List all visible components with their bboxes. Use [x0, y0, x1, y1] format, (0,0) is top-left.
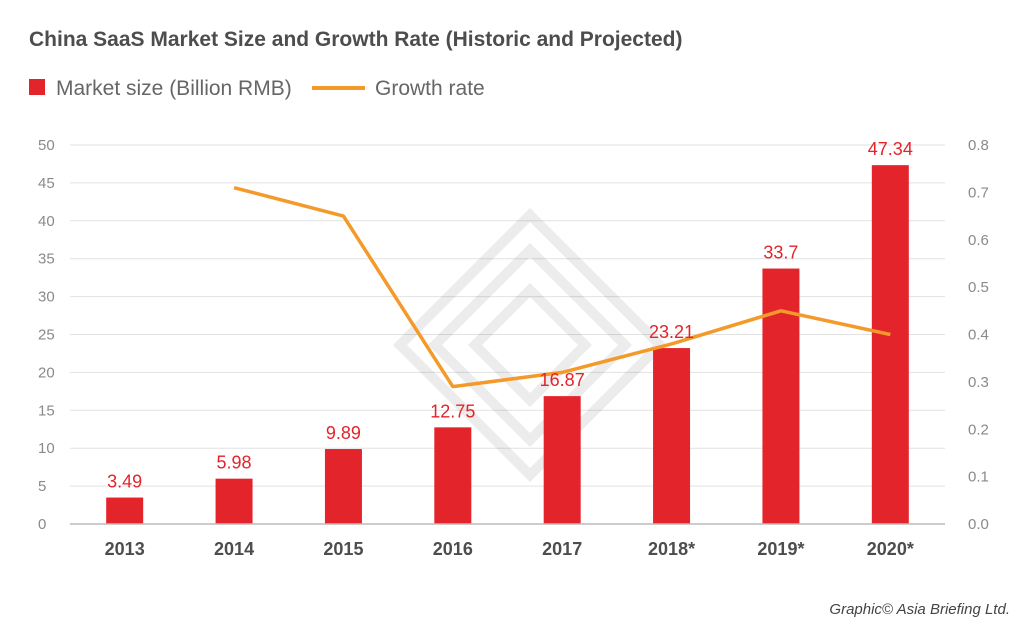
bar	[434, 427, 472, 524]
bar	[324, 449, 362, 524]
y-right-tick-label: 0.4	[968, 327, 989, 344]
x-tick-label: 2019*	[757, 539, 804, 559]
bar-data-label: 5.98	[217, 453, 252, 473]
x-tick-label: 2015	[323, 539, 363, 559]
chart-title: China SaaS Market Size and Growth Rate (…	[29, 28, 682, 51]
bar	[762, 268, 800, 524]
y-left-tick-label: 5	[38, 478, 46, 495]
y-right-tick-label: 0.7	[968, 184, 989, 201]
y-right-tick-label: 0.2	[968, 421, 989, 438]
y-left-tick-label: 15	[38, 402, 55, 419]
y-left-tick-label: 40	[38, 213, 55, 230]
y-right-tick-label: 0.5	[968, 279, 989, 296]
bar	[215, 478, 253, 524]
bar-data-label: 9.89	[326, 423, 361, 443]
x-tick-label: 2014	[214, 539, 254, 559]
legend-line-label: Growth rate	[375, 77, 485, 100]
bar-data-label: 23.21	[649, 322, 694, 342]
legend-bar-swatch	[29, 79, 45, 95]
bar	[871, 165, 909, 525]
x-tick-label: 2018*	[648, 539, 695, 559]
bar-data-label: 47.34	[868, 139, 913, 159]
y-right-tick-label: 0.3	[968, 374, 989, 391]
y-right-tick-label: 0.1	[968, 469, 989, 486]
credit: Graphic© Asia Briefing Ltd.	[829, 601, 1010, 618]
bar-data-label: 33.7	[763, 243, 798, 263]
watermark-logo	[392, 207, 668, 483]
bar-data-label: 12.75	[430, 401, 475, 421]
bar-data-label: 16.87	[540, 370, 585, 390]
y-left-tick-label: 50	[38, 137, 55, 154]
y-left-tick-label: 0	[38, 516, 46, 533]
bar-data-label: 3.49	[107, 472, 142, 492]
x-tick-label: 2020*	[867, 539, 914, 559]
y-left-tick-label: 20	[38, 364, 55, 381]
legend-bar-label: Market size (Billion RMB)	[56, 77, 292, 100]
y-left-tick-label: 35	[38, 251, 55, 268]
y-left-tick-label: 30	[38, 289, 55, 306]
y-right-tick-label: 0.8	[968, 137, 989, 154]
y-left-tick-label: 45	[38, 175, 55, 192]
y-right-tick-label: 0.0	[968, 516, 989, 533]
x-tick-label: 2016	[433, 539, 473, 559]
y-left-tick-label: 25	[38, 327, 55, 344]
x-tick-label: 2013	[105, 539, 145, 559]
y-right-tick-label: 0.6	[968, 232, 989, 249]
legend: Market size (Billion RMB) Growth rate	[29, 77, 485, 100]
bar	[543, 396, 581, 524]
x-tick-label: 2017	[542, 539, 582, 559]
bar	[106, 497, 144, 524]
bar	[653, 348, 691, 524]
y-left-tick-label: 10	[38, 440, 55, 457]
